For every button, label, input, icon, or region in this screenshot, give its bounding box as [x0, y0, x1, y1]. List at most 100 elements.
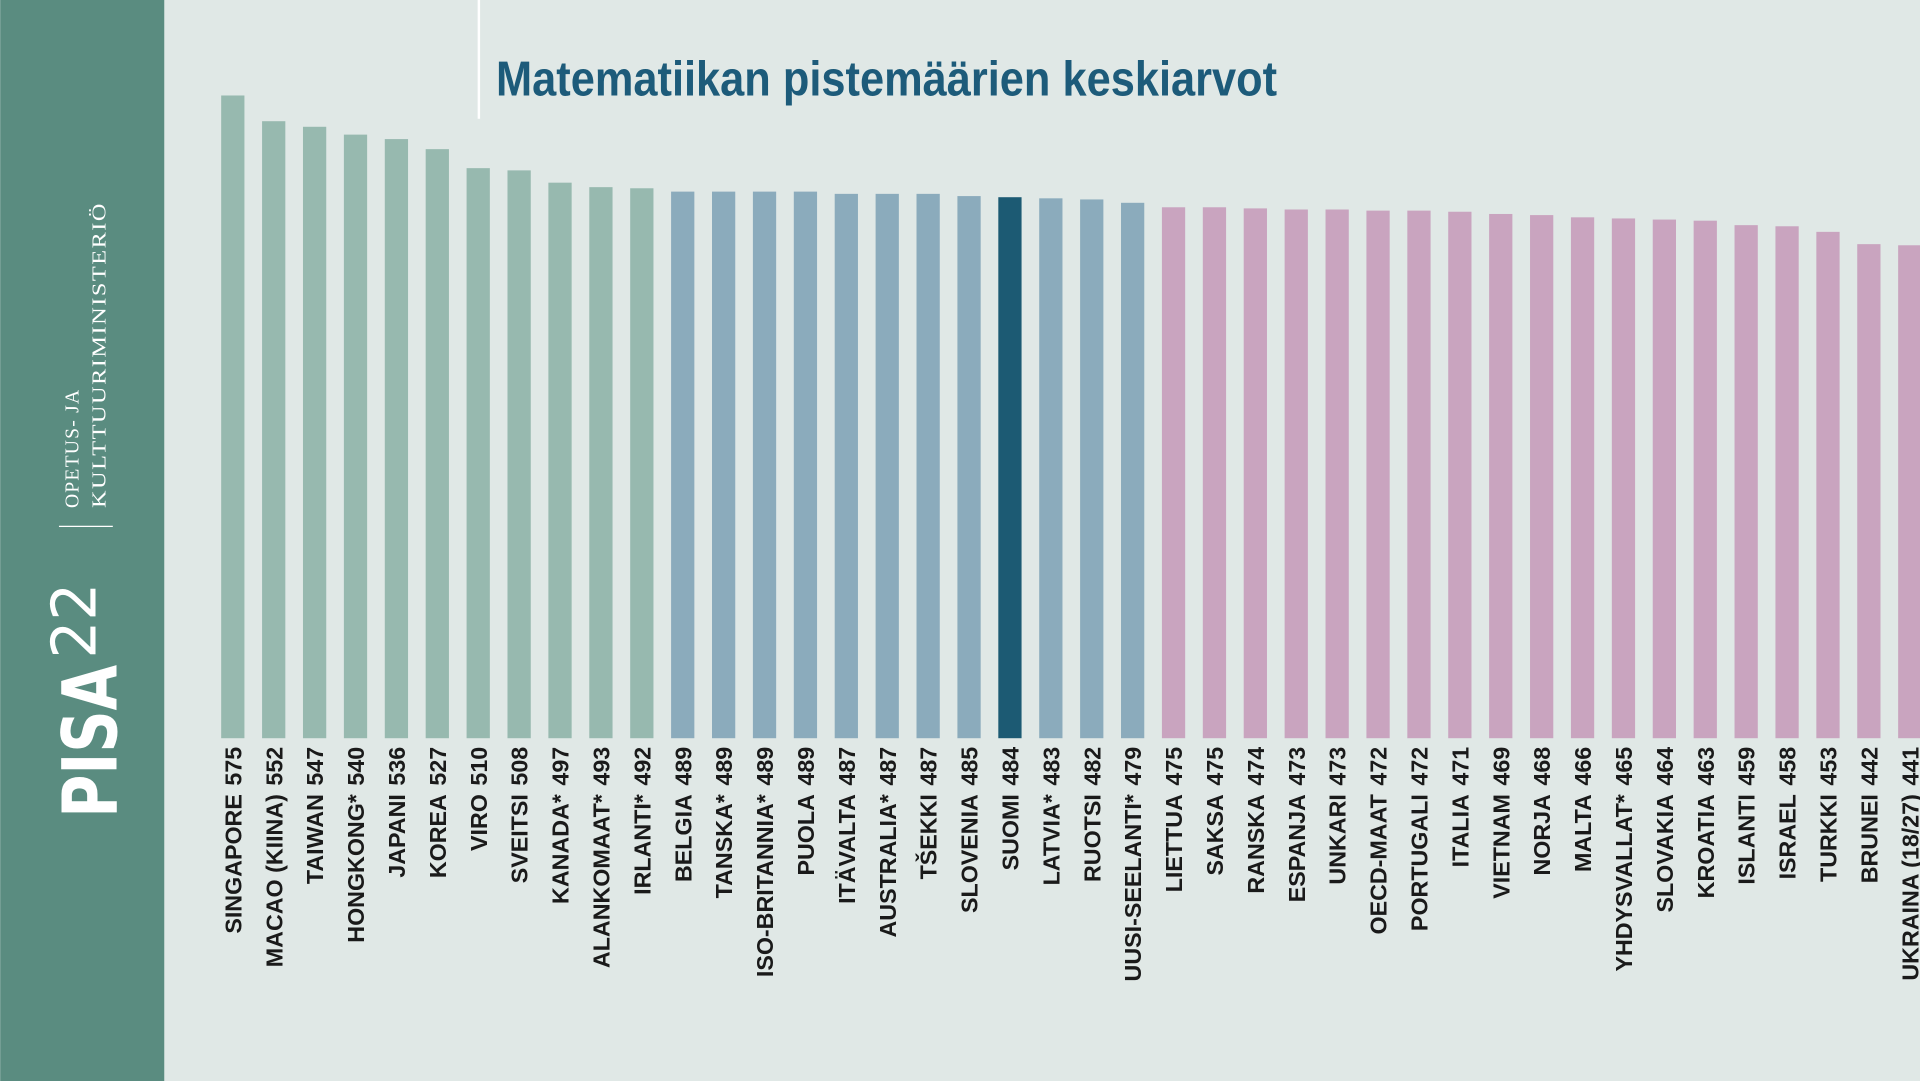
category-label: VIRO	[466, 794, 492, 851]
value-label: 459	[1734, 747, 1760, 786]
value-label: 458	[1775, 747, 1801, 786]
category-label: OECD-MAAT	[1366, 794, 1392, 934]
value-label: 487	[916, 747, 942, 786]
bar-label: LIETTUA 475	[1161, 747, 1187, 893]
bar-label: SAKSA 475	[1202, 747, 1228, 876]
bar	[1693, 220, 1717, 739]
value-label: 527	[425, 747, 451, 786]
value-label: 466	[1570, 747, 1596, 786]
category-label: MACAO (KIINA)	[261, 794, 287, 967]
category-label: TAIWAN	[302, 794, 328, 884]
value-label: 473	[1325, 747, 1351, 786]
bar	[1775, 226, 1799, 739]
bar	[630, 188, 654, 739]
bar	[1284, 209, 1308, 739]
bar-label: SUOMI 484	[998, 747, 1024, 871]
value-label: 487	[875, 747, 901, 786]
bar	[671, 191, 695, 739]
category-label: ITÄVALTA	[834, 794, 860, 904]
category-label: HONGKONG*	[343, 793, 369, 943]
bar	[425, 149, 449, 739]
bar	[1325, 209, 1349, 739]
bar	[262, 121, 286, 739]
value-label: 453	[1816, 747, 1842, 786]
bar-label: ESPANJA 473	[1284, 747, 1310, 903]
bar-label: SLOVENIA 485	[957, 747, 983, 913]
bar	[834, 193, 858, 739]
category-label: UKRAINA (18/27)	[1897, 794, 1920, 980]
bar	[1080, 199, 1104, 739]
category-label: SUOMI	[998, 794, 1024, 870]
bar-label: HONGKONG* 540	[343, 747, 369, 943]
category-label: ALANKOMAAT*	[588, 793, 614, 968]
value-label: 487	[834, 747, 860, 786]
bar-label: UUSI-SEELANTI* 479	[1120, 747, 1146, 982]
bar-label: KROATIA 463	[1693, 747, 1719, 899]
bar-label: TANSKA* 489	[711, 747, 737, 899]
category-label: SVEITSI	[507, 794, 533, 883]
value-label: 474	[1243, 747, 1269, 786]
bar-label: RANSKA 474	[1243, 747, 1269, 894]
category-label: PORTUGALI	[1407, 794, 1433, 931]
value-label: 508	[507, 747, 533, 786]
category-label: KOREA	[425, 794, 451, 878]
category-label: RUOTSI	[1079, 794, 1105, 882]
category-label: AUSTRALIA*	[875, 793, 901, 937]
value-label: 463	[1693, 747, 1719, 786]
bar-label: IRLANTI* 492	[629, 747, 655, 895]
bar-label: OECD-MAAT 472	[1366, 747, 1392, 935]
bar	[384, 139, 409, 739]
value-label: 475	[1202, 747, 1228, 786]
brand-edition: 22	[40, 583, 111, 659]
ministry-line: KULTTUURIMINISTERIÖ	[89, 202, 110, 508]
value-label: 469	[1488, 747, 1514, 786]
bar	[1448, 211, 1472, 739]
bar	[1734, 225, 1758, 739]
bar-label: ISLANTI 459	[1734, 747, 1760, 885]
value-label: 540	[343, 747, 369, 786]
ministry-line: OPETUS- JA	[63, 389, 84, 508]
category-label: UNKARI	[1325, 794, 1351, 884]
bar	[1121, 202, 1145, 739]
bar-label: PORTUGALI 472	[1407, 747, 1433, 931]
value-label: 464	[1652, 747, 1678, 786]
category-label: ISO-BRITANNIA*	[752, 793, 778, 977]
bar	[1407, 210, 1431, 739]
value-label: 575	[220, 747, 246, 786]
category-label: ISLANTI	[1734, 794, 1760, 884]
bar	[752, 191, 777, 739]
bar-label: UKRAINA (18/27) 441	[1897, 747, 1920, 981]
bar	[1161, 207, 1186, 739]
bar-label: VIETNAM 469	[1488, 747, 1514, 899]
value-label: 475	[1161, 747, 1187, 786]
bar-label: NORJA 468	[1529, 747, 1555, 876]
bar	[507, 170, 531, 739]
category-label: TŠEKKI	[915, 794, 942, 879]
value-label: 489	[752, 747, 778, 786]
bar	[957, 196, 981, 739]
bar	[793, 191, 818, 739]
category-label: MALTA	[1570, 794, 1596, 872]
bar-label: UNKARI 473	[1325, 747, 1351, 885]
bar	[1243, 208, 1267, 739]
category-label: TURKKI	[1816, 794, 1842, 882]
sidebar	[0, 0, 165, 1081]
value-label: 465	[1611, 747, 1637, 786]
value-label: 510	[466, 747, 492, 786]
category-label: TANSKA*	[711, 793, 737, 898]
bar-label: PUOLA 489	[793, 747, 819, 876]
bar-label: RUOTSI 482	[1079, 747, 1105, 882]
value-label: 473	[1284, 747, 1310, 786]
bar	[1489, 213, 1513, 739]
bar-label: LATVIA* 483	[1038, 747, 1064, 886]
category-label: LATVIA*	[1038, 793, 1064, 885]
bar-label: MACAO (KIINA) 552	[261, 747, 287, 967]
bar	[916, 193, 940, 739]
value-label: 493	[588, 747, 614, 786]
bar-label: MALTA 466	[1570, 747, 1596, 872]
bar	[302, 126, 327, 739]
value-label: 547	[302, 747, 328, 786]
category-label: IRLANTI*	[629, 793, 655, 895]
bar	[1570, 217, 1595, 739]
value-label: 441	[1897, 747, 1920, 786]
